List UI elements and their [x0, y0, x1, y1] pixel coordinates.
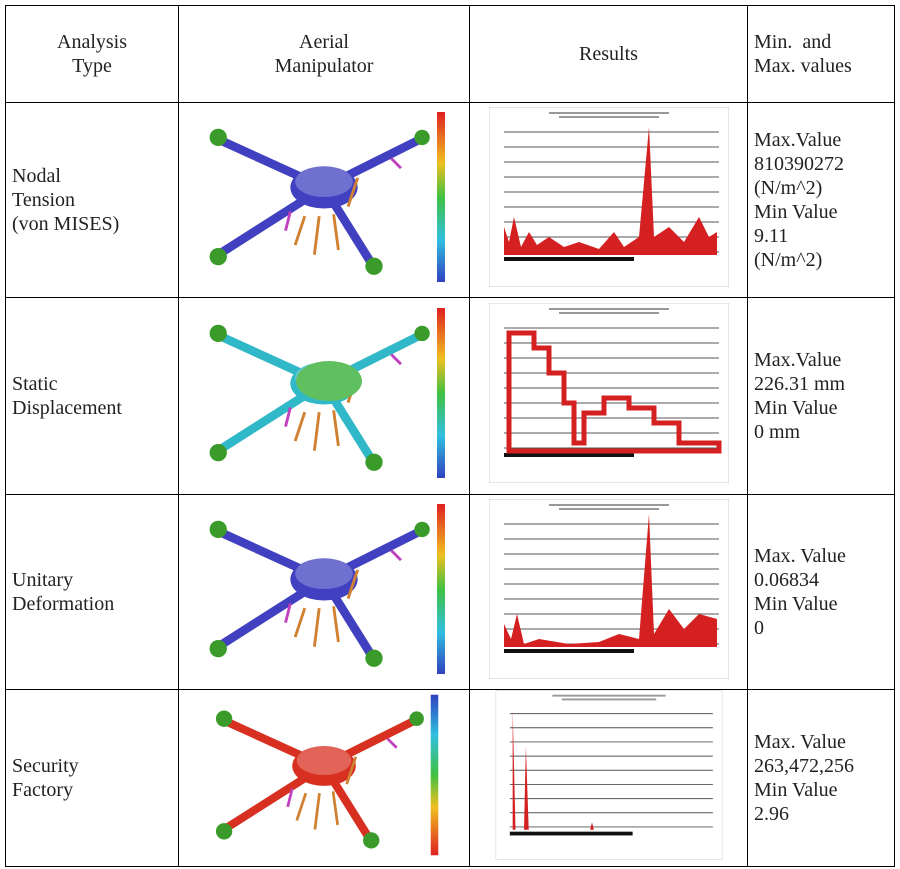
type-text: Security — [12, 754, 172, 778]
value-text: 2.96 — [754, 802, 888, 826]
type-text: Unitary — [12, 568, 172, 592]
result-chart — [489, 107, 729, 287]
header-text: Manipulator — [185, 54, 463, 78]
value-text: 263,472,256 — [754, 754, 888, 778]
drone-image — [199, 303, 449, 483]
header-text: Type — [12, 54, 172, 78]
drone-image — [199, 107, 449, 287]
result-chart — [489, 690, 729, 860]
model-cell — [179, 495, 470, 690]
type-text: (von MISES) — [12, 212, 172, 236]
type-text: Tension — [12, 188, 172, 212]
model-cell — [179, 690, 470, 867]
chart-cell — [470, 495, 748, 690]
value-text: 0 — [754, 616, 888, 640]
value-text: Max. Value — [754, 544, 888, 568]
drone-image — [199, 690, 449, 860]
value-text: 0 mm — [754, 420, 888, 444]
type-text: Deformation — [12, 592, 172, 616]
value-text: Max. Value — [754, 730, 888, 754]
value-text: (N/m^2) — [754, 248, 888, 272]
header-text: Aerial — [185, 30, 463, 54]
type-text: Displacement — [12, 396, 172, 420]
value-text: Min Value — [754, 778, 888, 802]
value-text: 0.06834 — [754, 568, 888, 592]
chart-cell — [470, 103, 748, 298]
chart-cell — [470, 690, 748, 867]
value-text: Max.Value — [754, 128, 888, 152]
type-text: Static — [12, 372, 172, 396]
value-text: 226.31 mm — [754, 372, 888, 396]
value-text: 810390272 — [754, 152, 888, 176]
value-text: 9.11 — [754, 224, 888, 248]
chart-cell — [470, 298, 748, 495]
model-cell — [179, 103, 470, 298]
type-text: Nodal — [12, 164, 172, 188]
header-text: Max. values — [754, 54, 888, 78]
drone-image — [199, 499, 449, 679]
header-text: Results — [476, 42, 741, 66]
value-text: Min Value — [754, 592, 888, 616]
header-text: Analysis — [12, 30, 172, 54]
value-text: Max.Value — [754, 348, 888, 372]
header-cell: Results — [470, 6, 748, 103]
value-text: Min Value — [754, 396, 888, 420]
result-chart — [489, 303, 729, 483]
header-text: Min. and — [754, 30, 888, 54]
value-text: Min Value — [754, 200, 888, 224]
page: AnalysisType AerialManipulator Results M… — [0, 0, 900, 869]
type-text: Factory — [12, 778, 172, 802]
model-cell — [179, 298, 470, 495]
result-chart — [489, 499, 729, 679]
value-text: (N/m^2) — [754, 176, 888, 200]
